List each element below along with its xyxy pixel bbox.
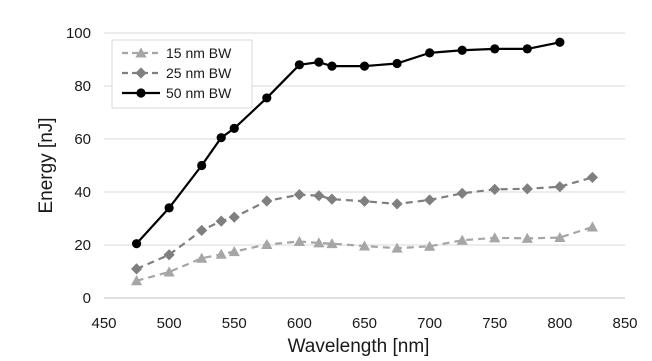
data-point (457, 45, 467, 55)
x-axis-title: Wavelength [nm] (288, 336, 430, 357)
data-point (313, 190, 325, 202)
x-tick-label: 750 (482, 315, 507, 332)
data-point (490, 44, 500, 54)
data-point (391, 242, 403, 253)
data-point (326, 193, 338, 205)
x-tick-label: 800 (547, 315, 572, 332)
data-point (215, 215, 227, 227)
data-point (489, 183, 501, 195)
data-point (326, 238, 338, 249)
series-circle (131, 37, 565, 249)
data-point (456, 234, 468, 245)
x-tick-labels: 450 500 550 600 650 700 750 800 850 (91, 315, 637, 332)
data-point (358, 240, 371, 251)
data-point (424, 194, 436, 206)
y-tick-label: 80 (74, 78, 91, 95)
data-point (522, 44, 532, 54)
data-point (293, 235, 305, 247)
x-tick-label: 700 (417, 315, 442, 332)
data-point (489, 232, 501, 243)
legend-label: 15 nm BW (166, 45, 232, 61)
data-point (228, 211, 240, 223)
data-point (130, 263, 143, 275)
data-point (293, 189, 305, 201)
series-triangle (130, 221, 599, 286)
data-point (391, 198, 403, 210)
legend-label: 50 nm BW (166, 85, 232, 101)
data-point (261, 195, 273, 207)
legend-swatch-marker (136, 88, 146, 98)
data-point (261, 238, 273, 249)
data-point (456, 187, 468, 199)
data-point (586, 221, 599, 232)
x-tick-label: 650 (352, 315, 377, 332)
data-point (554, 181, 566, 193)
legend-swatch-marker (135, 67, 147, 79)
y-tick-label: 20 (74, 237, 91, 254)
x-tick-label: 550 (222, 315, 247, 332)
data-point (521, 183, 533, 195)
data-point (521, 232, 533, 243)
data-point (327, 61, 337, 71)
data-point (163, 266, 175, 277)
y-tick-label: 60 (74, 131, 91, 148)
legend: 15 nm BW 25 nm BW 50 nm BW (111, 39, 253, 109)
data-point (163, 249, 175, 261)
series-diamond (130, 171, 599, 275)
data-point (229, 123, 239, 133)
data-point (314, 57, 324, 67)
data-point (130, 275, 143, 286)
x-tick-label: 850 (612, 315, 637, 332)
y-tick-label: 0 (83, 290, 91, 307)
data-point (215, 248, 227, 259)
data-point (586, 171, 599, 184)
x-tick-label: 600 (287, 315, 312, 332)
data-point (554, 231, 566, 243)
series-line (135, 41, 561, 245)
series-line (136, 176, 593, 270)
x-tick-label: 500 (157, 315, 182, 332)
data-point (425, 48, 435, 58)
data-point (392, 58, 402, 69)
data-point (313, 237, 325, 248)
series-line (136, 225, 593, 282)
y-tick-labels: 0 20 40 60 80 100 (66, 25, 91, 307)
y-tick-label: 40 (74, 184, 91, 201)
x-tick-label: 450 (91, 315, 116, 332)
data-point (196, 224, 208, 237)
data-point (294, 60, 304, 70)
data-point (131, 239, 142, 249)
data-point (164, 203, 174, 213)
data-point (197, 160, 207, 171)
legend-label: 25 nm BW (166, 65, 232, 81)
data-point (359, 61, 370, 71)
data-point (196, 252, 208, 263)
y-tick-label: 100 (66, 25, 91, 42)
data-point (358, 195, 371, 207)
data-point (228, 246, 240, 257)
y-axis-title: Energy [nJ] (36, 117, 57, 213)
data-point (262, 93, 272, 103)
data-point (216, 133, 226, 143)
data-point (555, 37, 565, 47)
data-point (424, 240, 436, 251)
data-series (130, 37, 599, 286)
legend-swatch-marker (135, 47, 147, 58)
